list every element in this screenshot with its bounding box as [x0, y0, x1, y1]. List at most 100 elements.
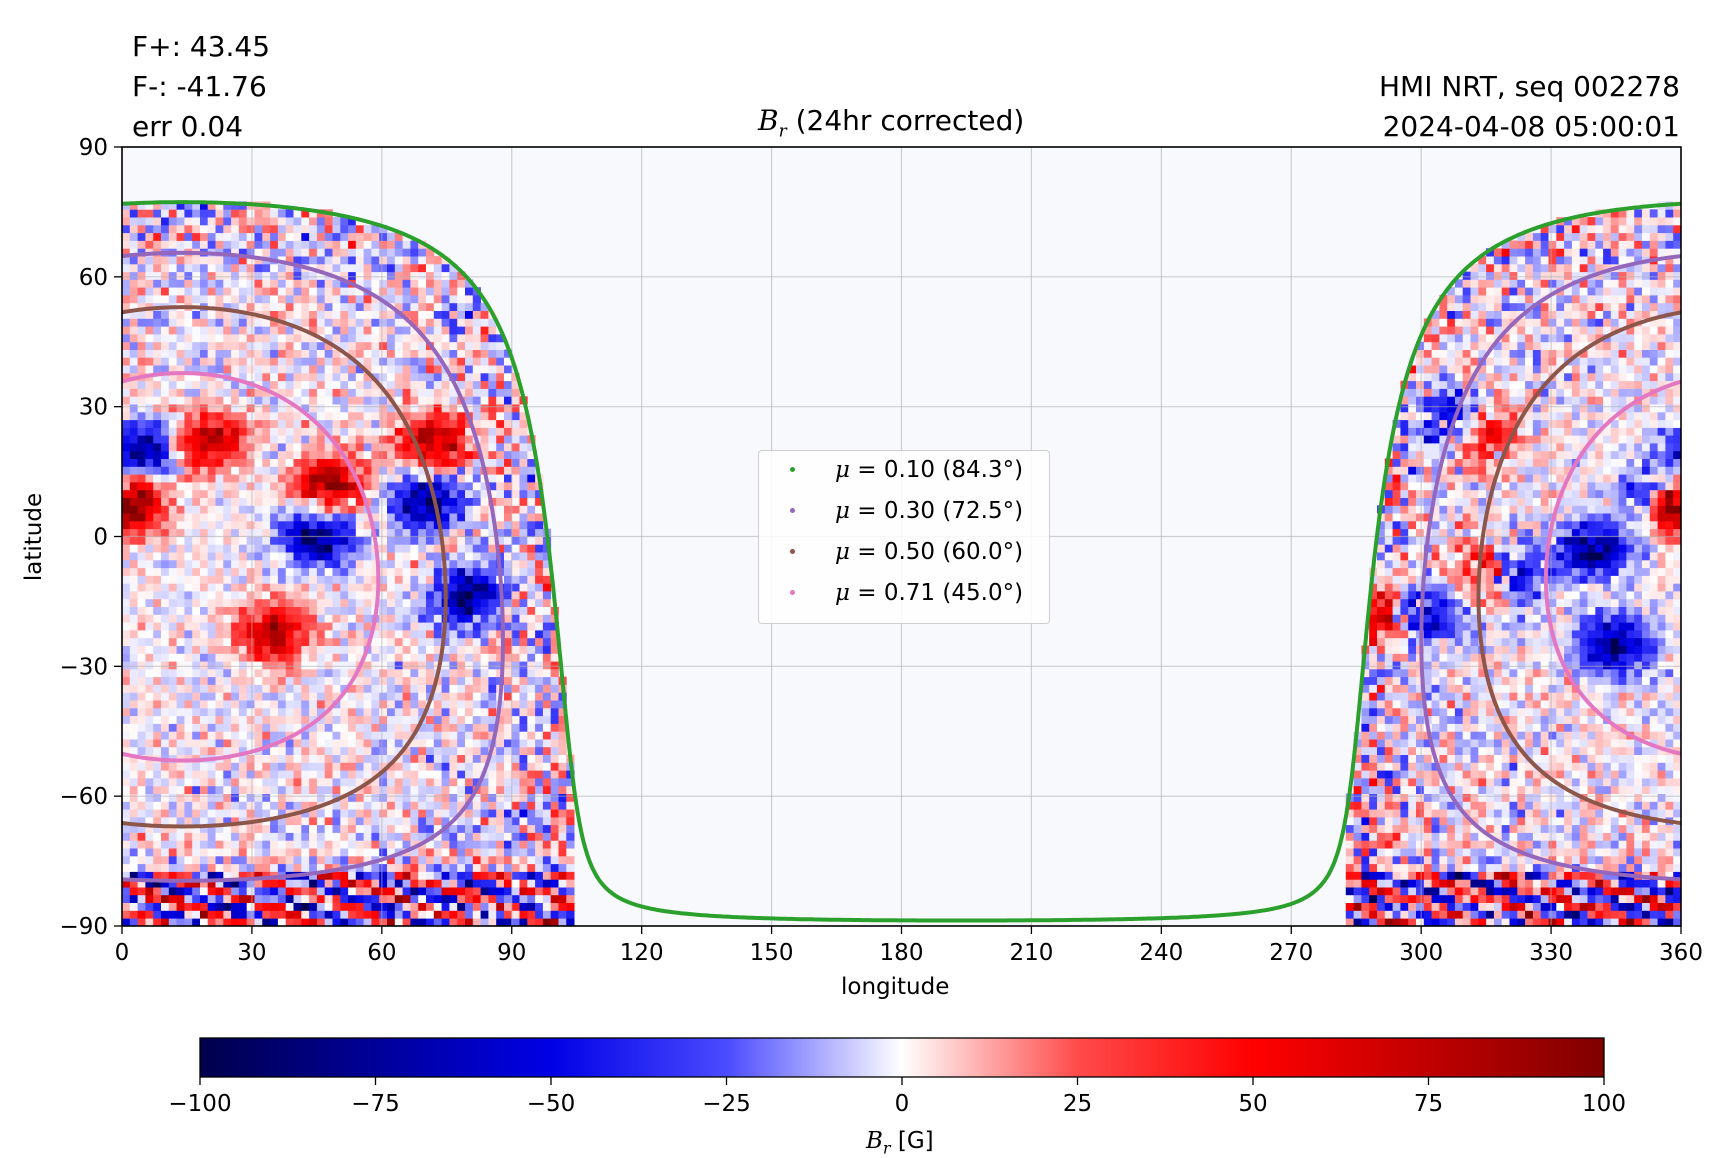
heatmap-cell	[1548, 544, 1557, 553]
heatmap-cell	[1431, 676, 1440, 685]
heatmap-cell	[504, 598, 513, 607]
heatmap-cell	[1556, 855, 1565, 865]
heatmap-cell	[262, 591, 271, 600]
heatmap-cell	[1517, 910, 1526, 919]
heatmap-cell	[410, 754, 419, 763]
heatmap-cell	[270, 692, 279, 701]
heatmap-cell	[129, 637, 138, 646]
heatmap-cell	[145, 801, 154, 810]
heatmap-cell	[192, 770, 201, 779]
heatmap-cell	[1665, 848, 1674, 857]
heatmap-cell	[1665, 676, 1674, 685]
heatmap-cell	[1649, 848, 1658, 857]
heatmap-cell	[277, 918, 287, 926]
heatmap-cell	[316, 918, 326, 926]
heatmap-cell	[441, 668, 450, 678]
heatmap-cell	[1493, 723, 1503, 732]
heatmap-cell	[1462, 552, 1471, 561]
heatmap-cell	[1657, 552, 1666, 561]
heatmap-cell	[1587, 793, 1596, 802]
heatmap-cell	[1377, 770, 1386, 779]
heatmap-cell	[1486, 809, 1495, 818]
heatmap-cell	[1431, 762, 1440, 771]
heatmap-cell	[161, 700, 170, 709]
heatmap-cell	[1431, 591, 1440, 600]
heatmap-cell	[1634, 676, 1643, 685]
heatmap-cell	[1610, 630, 1619, 639]
heatmap-cell	[1439, 910, 1448, 919]
heatmap-cell	[1400, 801, 1409, 810]
heatmap-cell	[1603, 793, 1612, 802]
heatmap-cell	[122, 598, 131, 607]
heatmap-cell	[1439, 614, 1448, 623]
heatmap-cell	[332, 622, 341, 631]
heatmap-cell	[262, 668, 271, 678]
heatmap-cell	[465, 715, 474, 724]
heatmap-cell	[153, 575, 162, 584]
heatmap-cell	[332, 894, 341, 903]
heatmap-cell	[465, 591, 474, 600]
heatmap-cell	[324, 692, 333, 701]
heatmap-cell	[1470, 871, 1479, 880]
heatmap-cell	[566, 816, 575, 826]
heatmap-cell	[418, 637, 427, 646]
heatmap-cell	[168, 700, 177, 709]
heatmap-cell	[457, 816, 466, 826]
heatmap-cell	[1657, 645, 1666, 654]
heatmap-cell	[1571, 770, 1581, 779]
heatmap-cell	[168, 731, 177, 740]
heatmap-cell	[1501, 591, 1510, 600]
heatmap-cell	[277, 614, 287, 623]
heatmap-cell	[1540, 715, 1549, 724]
heatmap-cell	[449, 653, 458, 662]
heatmap-cell	[1642, 816, 1651, 826]
heatmap-cell	[1377, 536, 1386, 545]
heatmap-cell	[309, 894, 318, 903]
heatmap-cell	[168, 840, 177, 849]
heatmap-cell	[1548, 536, 1557, 545]
heatmap-cell	[153, 630, 162, 639]
heatmap-cell	[1509, 840, 1518, 849]
heatmap-cell	[1361, 770, 1370, 779]
heatmap-cell	[1493, 871, 1503, 880]
heatmap-cell	[215, 832, 224, 841]
heatmap-cell	[324, 536, 333, 545]
heatmap-cell	[137, 583, 146, 592]
heatmap-cell	[1548, 614, 1557, 623]
heatmap-cell	[504, 801, 513, 810]
heatmap-cell	[262, 567, 271, 576]
heatmap-cell	[355, 723, 364, 732]
heatmap-cell	[207, 661, 216, 670]
heatmap-cell	[309, 653, 318, 662]
heatmap-cell	[332, 559, 341, 569]
heatmap-cell	[223, 606, 232, 615]
heatmap-cell	[457, 653, 466, 662]
heatmap-cell	[1517, 637, 1526, 646]
heatmap-cell	[363, 770, 372, 779]
heatmap-cell	[1595, 778, 1604, 787]
heatmap-cell	[176, 863, 185, 872]
heatmap-cell	[488, 910, 497, 919]
heatmap-cell	[1665, 715, 1674, 724]
heatmap-cell	[184, 739, 193, 748]
heatmap-cell	[1408, 816, 1417, 826]
heatmap-cell	[1486, 715, 1495, 724]
heatmap-cell	[1392, 559, 1401, 569]
heatmap-cell	[1579, 606, 1588, 615]
heatmap-cell	[1540, 848, 1549, 857]
heatmap-cell	[161, 894, 170, 903]
heatmap-cell	[1345, 816, 1354, 826]
heatmap-cell	[1649, 879, 1658, 888]
heatmap-cell	[1587, 637, 1596, 646]
heatmap-cell	[1657, 793, 1666, 802]
heatmap-cell	[1353, 824, 1362, 833]
heatmap-cell	[1626, 910, 1635, 919]
heatmap-cell	[1673, 902, 1681, 911]
heatmap-cell	[1657, 559, 1666, 569]
heatmap-cell	[1377, 684, 1386, 693]
heatmap-cell	[1595, 809, 1604, 818]
heatmap-cell	[1673, 754, 1681, 763]
heatmap-cell	[1532, 707, 1542, 717]
heatmap-cell	[246, 622, 255, 631]
heatmap-cell	[231, 544, 240, 553]
